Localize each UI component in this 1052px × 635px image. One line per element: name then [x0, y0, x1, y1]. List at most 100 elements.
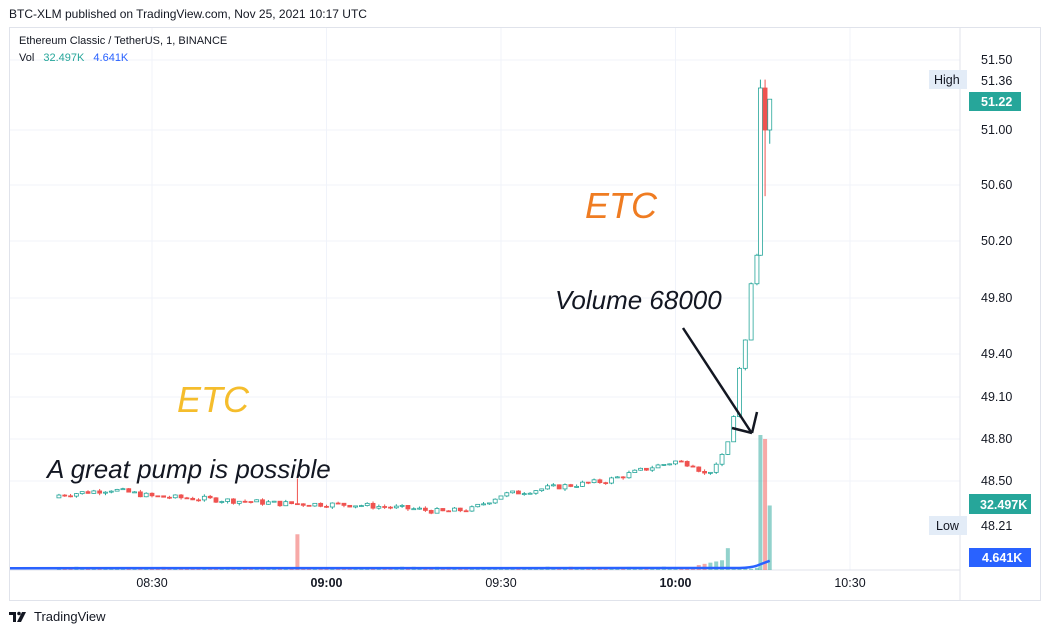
volume-ma-value-label: 4.641K [969, 548, 1031, 567]
volume-legend-label: Vol [19, 52, 35, 64]
volume-bar [301, 568, 306, 570]
candle-body [644, 467, 649, 471]
volume-note-annotation[interactable]: Volume 68000 [555, 285, 722, 315]
candle-body [498, 495, 504, 500]
price-tick-label: 50.20 [981, 234, 1012, 248]
candle-body [609, 477, 614, 484]
volume-legend[interactable]: Vol 32.497K 4.641K [19, 52, 128, 64]
candle-body [254, 499, 260, 503]
volume-bar [754, 567, 759, 570]
candle-body [178, 494, 184, 499]
candle-body [568, 484, 574, 487]
price-tick-label: 51.50 [981, 53, 1012, 67]
candle-body [68, 495, 73, 498]
pump-note-annotation[interactable]: A great pump is possible [45, 454, 331, 484]
candle-body [225, 498, 231, 502]
candle-body [56, 494, 62, 499]
candle-body [754, 254, 760, 285]
candle-body [655, 464, 661, 469]
candle-body [114, 489, 120, 492]
candle-body [545, 485, 550, 490]
candle-body [550, 484, 556, 487]
candle-body [492, 498, 498, 504]
candle-body [713, 463, 719, 473]
high-label-text: High [934, 73, 960, 87]
candle-body [762, 87, 768, 131]
price-tick-label: 50.60 [981, 178, 1012, 192]
volume-bar [714, 561, 719, 570]
candle-body [295, 503, 300, 506]
candle-body [708, 471, 713, 474]
candle-body [108, 490, 114, 493]
candle-body [62, 494, 68, 497]
footer[interactable]: TradingView [9, 609, 106, 624]
volume-bar [644, 568, 649, 570]
volume-bar [603, 568, 608, 570]
candle-body [684, 461, 690, 467]
candle-body [574, 486, 580, 488]
volume-bar [365, 568, 370, 570]
volume-bar [667, 568, 672, 570]
candle-body [143, 492, 149, 498]
candle-body [364, 502, 370, 506]
price-tick-label: 48.80 [981, 432, 1012, 446]
candle-body [289, 501, 295, 505]
candle-body [638, 467, 643, 471]
price-tick-label: 49.40 [981, 347, 1012, 361]
candle-body [236, 500, 242, 504]
candle-body [283, 501, 289, 507]
arrow-annotation[interactable] [681, 327, 759, 435]
candle-body [767, 98, 773, 131]
candle-body [742, 339, 748, 369]
candle-body [382, 506, 388, 508]
candle-body [300, 503, 306, 506]
candle-body [376, 506, 382, 509]
candle-body [201, 495, 207, 501]
candle-body [399, 505, 405, 507]
candle-body [411, 508, 417, 511]
candle-body [521, 493, 527, 495]
candle-body [533, 490, 539, 494]
candle-body [388, 506, 393, 509]
candle-body [137, 491, 143, 498]
candle-body [306, 504, 312, 507]
time-tick-label: 09:30 [485, 576, 516, 590]
etc-annotation-yellow[interactable]: ETC [177, 379, 250, 420]
candle-body [673, 460, 678, 465]
time-tick-label: 08:30 [136, 576, 167, 590]
candle-body [475, 503, 481, 508]
tradingview-logo-icon [9, 611, 29, 623]
candle-body [434, 508, 440, 514]
candle-body [626, 472, 632, 479]
chart-frame[interactable] [9, 27, 1041, 601]
candle-body [405, 505, 411, 510]
volume-bar [708, 562, 713, 570]
etc-annotation-orange[interactable]: ETC [585, 185, 658, 226]
candle-body [103, 491, 108, 494]
candle-body [452, 507, 457, 512]
symbol-legend[interactable]: Ethereum Classic / TetherUS, 1, BINANCE [19, 35, 228, 47]
candle-body [486, 502, 492, 505]
candle-body [516, 490, 521, 495]
candle-body [585, 481, 591, 484]
candle-body [591, 479, 597, 484]
tradingview-brand: TradingView [34, 609, 106, 624]
volume-ma-legend-value: 4.641K [93, 52, 129, 64]
published-info: BTC-XLM published on TradingView.com, No… [9, 7, 367, 21]
candle-body [737, 367, 742, 418]
last-price-value: 51.22 [981, 95, 1012, 109]
time-axis-ticks: 08:30 09:00 09:30 10:00 10:30 [136, 576, 865, 590]
candle-body [219, 501, 225, 503]
candle-body [120, 488, 126, 491]
candle-body [184, 497, 190, 500]
candle-body [696, 466, 702, 472]
volume-bar [731, 568, 736, 570]
candle-body [126, 488, 132, 493]
volume-bar [295, 534, 300, 570]
candle-body [457, 507, 463, 512]
volume-value-label: 32.497K [969, 494, 1031, 514]
high-value: 51.36 [981, 74, 1012, 88]
volume-value: 32.497K [980, 498, 1027, 512]
candle-body [85, 491, 91, 494]
